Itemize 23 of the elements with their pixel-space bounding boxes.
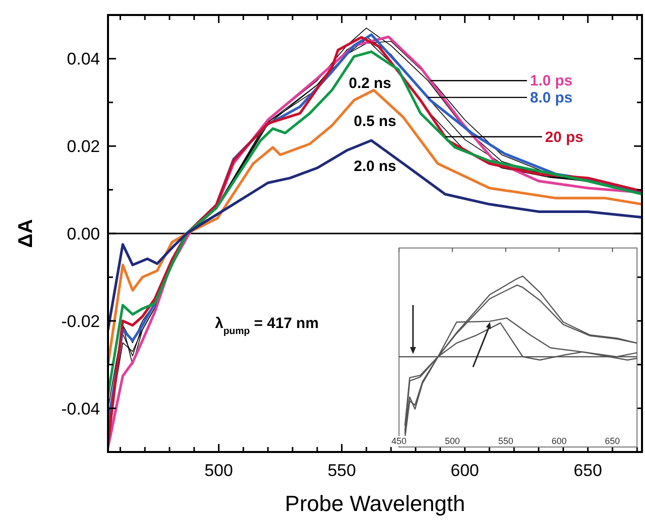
x-tick-label: 650	[604, 436, 620, 446]
text: 1.0 ps	[530, 72, 573, 90]
x-axis-title: Probe Wavelength	[284, 491, 466, 516]
y-tick-label: 0.02	[66, 137, 100, 156]
y-tick-label: -0.02	[61, 312, 100, 331]
x-tick-label: 600	[450, 461, 480, 480]
y-tick-label: 0.00	[66, 224, 100, 244]
y-axis-title: ΔA	[15, 219, 37, 248]
series-label: 0.2 ns	[348, 75, 392, 92]
text: 8.0 ps	[530, 89, 573, 106]
series-label: 20 ps	[545, 128, 584, 146]
x-tick-label: 500	[204, 461, 233, 480]
x-tick-label: 500	[444, 436, 460, 446]
x-tick-label: 600	[552, 436, 567, 446]
annotation: λ$_{pump}$ = 417 nm	[215, 315, 319, 336]
y-tick-label: -0.04	[61, 399, 100, 418]
x-tick-label: 550	[328, 461, 356, 480]
x-tick-label: 650	[574, 461, 602, 480]
series-label: 2.0 ns	[354, 158, 396, 175]
x-tick-label: 550	[498, 436, 514, 446]
series-label: 0.5 ns	[354, 113, 396, 130]
y-tick-label: 0.04	[66, 50, 100, 69]
x-tick-label: 450	[391, 436, 407, 446]
